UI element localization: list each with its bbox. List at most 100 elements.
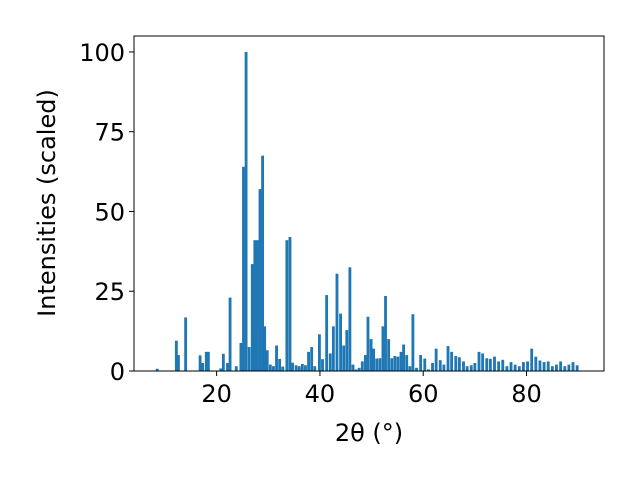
y-tick-label: 25 bbox=[94, 278, 125, 306]
bar bbox=[372, 348, 376, 371]
bar bbox=[408, 366, 412, 371]
bar bbox=[357, 367, 361, 371]
bar bbox=[465, 366, 469, 371]
bar bbox=[177, 355, 180, 371]
bar bbox=[509, 362, 513, 371]
bar bbox=[375, 358, 379, 371]
bar bbox=[281, 366, 285, 371]
y-tick-label: 50 bbox=[94, 198, 125, 226]
bar bbox=[473, 363, 477, 371]
bar bbox=[462, 361, 465, 371]
bar bbox=[328, 353, 332, 371]
bar bbox=[513, 364, 517, 371]
bar bbox=[201, 363, 205, 371]
bar bbox=[275, 345, 278, 371]
bar bbox=[387, 339, 391, 371]
x-tick-label: 80 bbox=[511, 380, 542, 408]
bar bbox=[234, 366, 238, 371]
bar bbox=[393, 356, 397, 371]
bar bbox=[454, 356, 458, 371]
bar bbox=[221, 353, 225, 371]
bar bbox=[538, 360, 542, 371]
bar bbox=[469, 365, 473, 371]
bar bbox=[501, 359, 505, 371]
bar bbox=[567, 364, 571, 371]
x-tick-label: 40 bbox=[305, 380, 336, 408]
bar bbox=[307, 351, 310, 371]
bar bbox=[206, 351, 210, 371]
bar bbox=[434, 348, 438, 371]
bar bbox=[426, 369, 430, 371]
bar bbox=[381, 326, 385, 371]
bar bbox=[244, 51, 248, 371]
bar bbox=[555, 364, 558, 371]
bar-series bbox=[155, 51, 579, 371]
bar bbox=[335, 273, 339, 371]
bar bbox=[396, 356, 400, 371]
bar bbox=[228, 297, 232, 371]
bar bbox=[488, 358, 492, 371]
bar bbox=[204, 351, 208, 371]
bar bbox=[278, 358, 282, 371]
bar bbox=[563, 366, 567, 371]
bar bbox=[378, 358, 382, 371]
bar bbox=[363, 355, 367, 371]
x-tick-label: 20 bbox=[201, 380, 232, 408]
bar bbox=[339, 313, 343, 371]
bar bbox=[360, 361, 364, 371]
bar bbox=[313, 366, 317, 371]
y-tick-label: 0 bbox=[110, 358, 125, 386]
bar bbox=[253, 240, 257, 371]
bar bbox=[575, 365, 579, 371]
bar bbox=[285, 240, 289, 371]
bar bbox=[331, 326, 335, 371]
bar bbox=[250, 264, 254, 371]
bar bbox=[438, 360, 442, 371]
bar bbox=[477, 351, 481, 371]
bar bbox=[242, 166, 245, 371]
bar bbox=[247, 347, 251, 371]
bar bbox=[423, 358, 427, 371]
bar bbox=[219, 368, 223, 371]
bar bbox=[345, 330, 349, 371]
bar bbox=[550, 366, 554, 371]
y-tick-label: 75 bbox=[94, 119, 125, 147]
bar bbox=[351, 364, 355, 371]
bar bbox=[261, 155, 265, 371]
bar bbox=[268, 364, 272, 371]
bar bbox=[174, 340, 178, 371]
bar bbox=[310, 347, 314, 371]
bar bbox=[265, 350, 269, 371]
bar bbox=[256, 240, 259, 371]
bar bbox=[481, 353, 485, 371]
bar bbox=[348, 267, 352, 371]
bar bbox=[258, 189, 262, 371]
bar bbox=[546, 361, 550, 371]
bar bbox=[526, 361, 529, 371]
bar bbox=[321, 359, 324, 371]
bar bbox=[198, 355, 202, 371]
bar bbox=[530, 348, 534, 371]
bar bbox=[291, 362, 294, 371]
bar bbox=[390, 358, 394, 371]
bar bbox=[155, 368, 159, 371]
bar bbox=[431, 363, 434, 371]
bar bbox=[263, 326, 267, 371]
y-axis: 0 25 50 75 100 bbox=[79, 39, 134, 386]
bar bbox=[304, 365, 307, 371]
bar bbox=[184, 317, 188, 371]
bar bbox=[318, 334, 321, 371]
bar bbox=[411, 314, 415, 371]
x-tick-label: 60 bbox=[408, 380, 439, 408]
bar bbox=[288, 237, 292, 371]
bar bbox=[559, 361, 563, 371]
plot-frame bbox=[133, 35, 605, 372]
bar bbox=[402, 344, 406, 371]
bar bbox=[517, 366, 521, 371]
bar bbox=[399, 351, 403, 371]
bar bbox=[419, 355, 423, 371]
bar bbox=[325, 295, 329, 371]
bar bbox=[446, 346, 450, 371]
y-axis-label: Intensities (scaled) bbox=[33, 89, 61, 317]
